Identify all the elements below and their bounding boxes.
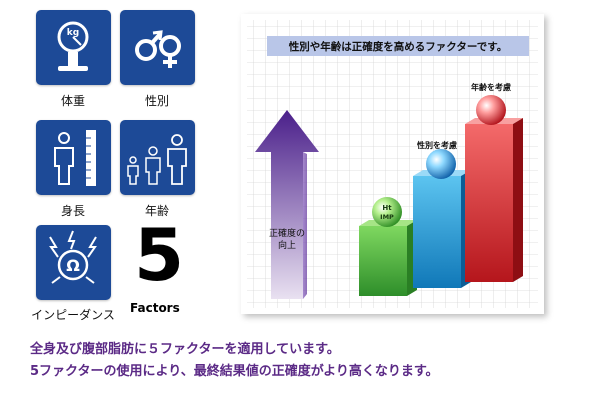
bar-blue-label: 性別を考慮 xyxy=(417,140,457,150)
bar-blue-sphere xyxy=(426,149,456,179)
scale-icon: kg xyxy=(57,21,89,71)
chart-title: 性別や年齢は正確度を高めるファクターです。 xyxy=(289,40,507,53)
svg-text:Ω: Ω xyxy=(66,256,80,275)
bar-red-label: 年齢を考慮 xyxy=(471,82,511,92)
five-factors-mark: 5 xyxy=(123,219,195,297)
age-tile xyxy=(120,120,195,195)
accuracy-arrow xyxy=(255,110,319,299)
impedance-label: インピーダンス xyxy=(31,308,115,322)
weight-tile: kg xyxy=(36,10,111,85)
bar-red xyxy=(465,118,523,282)
title-band xyxy=(267,36,529,56)
weight-label: 体重 xyxy=(60,94,85,108)
bar-green-badge-line2: IMP xyxy=(380,213,394,221)
gender-icon xyxy=(135,30,181,68)
age-icon xyxy=(127,134,187,185)
bar-green-badge-line1: Ht xyxy=(382,204,392,212)
five-caption: Factors xyxy=(130,301,180,315)
arrow-label-line2: 向上 xyxy=(278,239,296,251)
kg-text: kg xyxy=(67,28,79,38)
impedance-tile: Ω xyxy=(36,225,111,300)
footer-line2: 5ファクターの使用により、最終結果値の正確度がより高くなります。 xyxy=(30,364,439,379)
height-tile xyxy=(36,120,111,195)
accuracy-graphic: 性別や年齢は正確度を高めるファクターです。 正確度の 向上 Ht IMP 性別を… xyxy=(241,14,544,314)
bar-red-sphere xyxy=(476,95,506,125)
accuracy-illustration: 性別や年齢は正確度を高めるファクターです。 正確度の 向上 Ht IMP 性別を… xyxy=(241,14,544,314)
bar-green-sphere xyxy=(372,197,402,227)
bar-green xyxy=(359,220,417,296)
footer-line1: 全身及び腹部脂肪に５ファクターを適用しています。 xyxy=(30,342,340,357)
bar-blue xyxy=(413,170,471,288)
height-label: 身長 xyxy=(60,204,85,218)
arrow-label-line1: 正確度の xyxy=(269,227,305,239)
five-number: 5 xyxy=(133,213,185,297)
age-label: 年齢 xyxy=(144,204,169,218)
impedance-icon: Ω xyxy=(49,230,97,284)
gender-label: 性別 xyxy=(144,94,169,108)
gender-tile xyxy=(120,10,195,85)
height-icon xyxy=(54,130,96,186)
